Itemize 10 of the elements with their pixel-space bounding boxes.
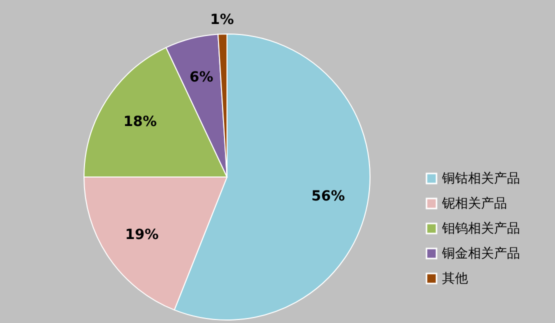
legend-label: 铜金相关产品: [441, 246, 520, 262]
legend-label: 铜钴相关产品: [441, 172, 520, 186]
data-label: 6%: [190, 69, 214, 86]
legend-label: 铌相关产品: [441, 196, 507, 212]
data-label: 19%: [125, 226, 159, 243]
legend-label: 钼钨相关产品: [441, 222, 520, 236]
data-label: 56%: [311, 188, 345, 204]
data-label: 1%: [210, 12, 234, 28]
legend-label: 其他: [442, 272, 468, 286]
data-label: 18%: [123, 114, 157, 130]
